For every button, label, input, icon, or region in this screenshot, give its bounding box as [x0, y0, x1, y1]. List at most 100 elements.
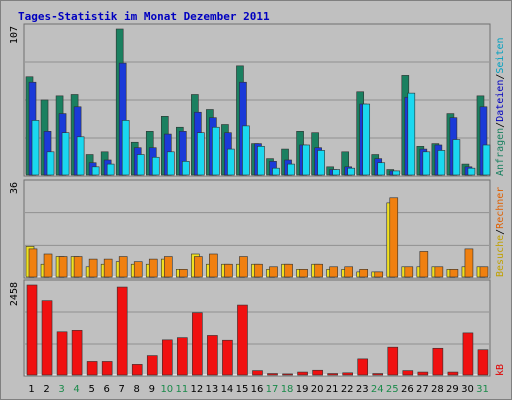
day-label-8: 8	[134, 384, 140, 395]
bar-kb-day-17	[267, 373, 278, 376]
day-labels: 1 2 3 4 5 6 7 8 9 10 11 12 13 14 15 16 17 18 19 20 21 22 23 24 2…	[28, 384, 489, 395]
bar-kb-day-6	[101, 361, 113, 376]
bar-seiten-day-26	[407, 92, 416, 176]
legend-separator: /	[495, 122, 506, 128]
bar-seiten-day-10	[166, 151, 175, 176]
legend-visits: Besuche/Rechner	[495, 187, 506, 277]
legend-item-seiten: Seiten	[495, 37, 506, 73]
bar-seiten-day-31	[482, 144, 491, 176]
bar-rechner-day-5	[88, 258, 98, 278]
bar-kb-day-27	[417, 371, 429, 376]
bar-seiten-day-15	[242, 125, 250, 176]
bar-kb-day-25	[387, 346, 399, 376]
bar-rechner-day-13	[209, 253, 218, 278]
panel-hits: 107	[9, 23, 491, 177]
day-label-22: 22	[341, 384, 354, 395]
bar-kb-day-1	[26, 284, 38, 376]
bar-rechner-day-19	[299, 269, 308, 278]
bar-kb-day-29	[447, 371, 459, 376]
day-label-24: 24	[371, 384, 384, 395]
day-label-1: 1	[28, 384, 34, 395]
bar-kb-day-3	[56, 331, 68, 376]
bar-rechner-day-16	[254, 263, 263, 278]
day-label-9: 9	[149, 384, 155, 395]
bar-kb-day-4	[71, 330, 83, 376]
y-max-label-visits: 36	[9, 182, 20, 194]
bar-seiten-day-19	[302, 144, 310, 176]
bar-rechner-day-4	[73, 256, 83, 278]
bar-seiten-day-9	[151, 156, 160, 176]
bar-kb-day-20	[312, 369, 323, 376]
bar-rechner-day-31	[479, 266, 489, 278]
day-label-14: 14	[221, 384, 234, 395]
day-label-13: 13	[206, 384, 219, 395]
bar-kb-day-19	[297, 371, 308, 376]
bar-seiten-day-18	[287, 163, 295, 176]
bar-rechner-day-3	[58, 256, 68, 278]
panel-visits: 36	[9, 179, 491, 279]
bar-seiten-day-22	[347, 167, 355, 176]
bar-seiten-day-30	[467, 167, 476, 176]
bar-kb-day-23	[357, 358, 369, 376]
bar-seiten-day-4	[76, 136, 85, 176]
day-label-10: 10	[160, 384, 173, 395]
bar-rechner-day-8	[133, 261, 143, 278]
bar-rechner-day-28	[434, 266, 444, 278]
day-label-2: 2	[43, 384, 49, 395]
y-max-label-hits: 107	[9, 26, 20, 44]
bar-kb-day-10	[161, 339, 173, 376]
bar-seiten-day-5	[91, 166, 100, 176]
legend-item-rechner: Rechner	[495, 187, 506, 229]
day-label-11: 11	[175, 384, 188, 395]
bar-seiten-day-2	[46, 151, 55, 176]
day-label-3: 3	[58, 384, 64, 395]
bar-rechner-day-29	[449, 269, 459, 278]
bar-rechner-day-12	[194, 256, 203, 278]
bar-rechner-day-14	[224, 263, 233, 278]
bar-kb-day-8	[131, 364, 143, 376]
bar-rechner-day-23	[359, 269, 369, 278]
bar-seiten-day-28	[437, 150, 446, 176]
legend-kb: kB	[495, 364, 506, 376]
day-label-31: 31	[476, 384, 489, 395]
bar-kb-day-31	[477, 349, 489, 376]
bar-seiten-day-12	[197, 132, 205, 176]
bar-kb-day-2	[41, 300, 53, 376]
bar-rechner-day-2	[43, 253, 53, 278]
bar-rechner-day-22	[344, 266, 353, 278]
bar-rechner-day-7	[118, 256, 128, 278]
bar-rechner-day-20	[314, 263, 323, 278]
bar-rechner-day-25	[389, 197, 399, 278]
bar-kb-day-7	[116, 286, 128, 376]
bar-kb-day-9	[146, 355, 158, 376]
day-label-19: 19	[296, 384, 309, 395]
bar-seiten-day-11	[182, 161, 190, 176]
bar-kb-day-18	[282, 373, 293, 376]
bar-rechner-day-18	[284, 263, 293, 278]
y-max-label-kb: 2458	[9, 282, 20, 306]
day-label-4: 4	[73, 384, 79, 395]
bar-rechner-day-1	[28, 248, 38, 278]
bar-kb-day-22	[342, 372, 353, 376]
bar-kb-day-14	[222, 339, 233, 376]
panel-frame	[23, 279, 491, 377]
bar-seiten-day-1	[31, 120, 40, 176]
panel-kb: 2458	[9, 279, 491, 377]
legend-item-kb: kB	[495, 364, 506, 376]
chart-panels: 107 36 2458	[9, 23, 491, 377]
day-label-21: 21	[326, 384, 339, 395]
bar-seiten-day-13	[212, 126, 220, 176]
bar-kb-day-24	[372, 373, 384, 376]
bar-rechner-day-6	[103, 258, 113, 278]
legend-separator: /	[495, 74, 506, 80]
bar-seiten-day-24	[377, 162, 386, 176]
bar-kb-day-11	[177, 337, 188, 376]
bar-rechner-day-24	[374, 271, 384, 278]
bar-seiten-day-3	[61, 132, 70, 176]
legend-hits: Anfragen/Dateien/Seiten	[495, 37, 506, 176]
day-label-17: 17	[266, 384, 279, 395]
bar-rechner-day-10	[163, 256, 173, 278]
bar-seiten-day-27	[422, 151, 431, 176]
